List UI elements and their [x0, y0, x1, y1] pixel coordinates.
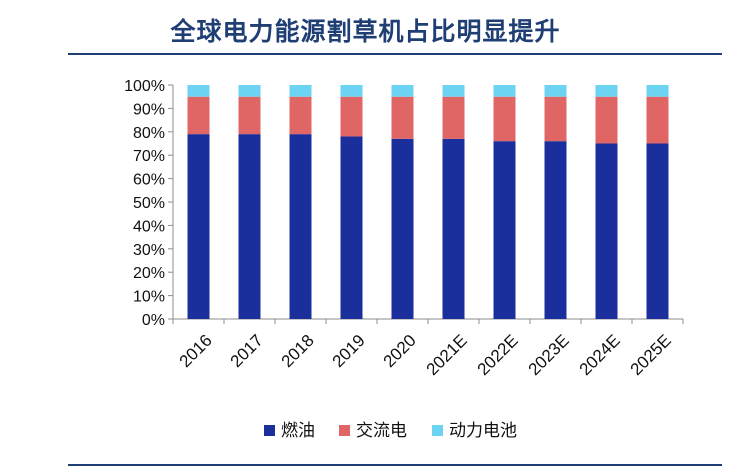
- bar-segment: [289, 134, 312, 319]
- title-divider: [68, 53, 722, 55]
- bar-segment: [391, 138, 414, 319]
- y-tick-label: 40%: [133, 218, 165, 235]
- bar-segment: [595, 96, 618, 144]
- bar-segment: [238, 96, 261, 135]
- bar-segment: [340, 85, 363, 97]
- bar-segment: [442, 85, 465, 97]
- bar-segment: [544, 96, 567, 142]
- x-tick-label: 2023E: [525, 331, 573, 379]
- x-tick-label: 2020: [380, 331, 420, 371]
- legend: 燃油 交流电 动力电池: [264, 421, 517, 441]
- bar-segment: [340, 136, 363, 319]
- bar-segment: [187, 134, 210, 319]
- bar-segment: [646, 96, 669, 144]
- bar-segment: [289, 85, 312, 97]
- x-tick-label: 2022E: [474, 331, 522, 379]
- y-tick-label: 10%: [133, 289, 165, 306]
- bar-segment: [391, 85, 414, 97]
- y-tick-label: 90%: [133, 101, 165, 118]
- bar-segment: [646, 85, 669, 97]
- x-tick-label: 2016: [176, 331, 216, 371]
- bar-segment: [238, 134, 261, 319]
- x-tick-label: 2019: [329, 331, 369, 371]
- x-tick-label: 2025E: [627, 331, 675, 379]
- bar-segment: [493, 96, 516, 142]
- y-tick-label: 70%: [133, 148, 165, 165]
- bar-segment: [493, 85, 516, 97]
- bar-segment: [238, 85, 261, 97]
- legend-swatch: [264, 425, 275, 436]
- bar-segment: [646, 143, 669, 319]
- y-tick-label: 60%: [133, 172, 165, 189]
- y-tick-label: 20%: [133, 265, 165, 282]
- x-tick-label: 2024E: [576, 331, 624, 379]
- y-tick-label: 50%: [133, 195, 165, 212]
- bar-segment: [391, 96, 414, 139]
- legend-swatch: [339, 425, 350, 436]
- bar-segment: [187, 96, 210, 135]
- chart-title: 全球电力能源割草机占比明显提升: [170, 17, 561, 46]
- bar-segment: [544, 141, 567, 319]
- legend-swatch: [432, 425, 443, 436]
- y-tick-label: 100%: [124, 78, 165, 95]
- bar-segment: [595, 85, 618, 97]
- x-tick-label: 2017: [227, 331, 267, 371]
- y-tick-label: 0%: [142, 312, 165, 329]
- y-tick-label: 80%: [133, 125, 165, 142]
- bar-segment: [442, 96, 465, 139]
- bar-segment: [289, 96, 312, 135]
- legend-label: 动力电池: [449, 421, 517, 441]
- y-tick-label: 30%: [133, 242, 165, 259]
- bar-segment: [187, 85, 210, 97]
- bar-segment: [595, 143, 618, 319]
- legend-label: 交流电: [356, 421, 407, 441]
- bar-segment: [544, 85, 567, 97]
- bottom-divider: [68, 464, 722, 466]
- bar-segment: [340, 96, 363, 137]
- bar-segment: [493, 141, 516, 319]
- legend-label: 燃油: [281, 421, 315, 441]
- x-tick-label: 2018: [278, 331, 318, 371]
- x-tick-label: 2021E: [423, 331, 471, 379]
- plot-area: 0% 10% 20% 30% 40% 50% 60% 70% 80% 90% 100% 2016 201…: [124, 78, 684, 379]
- bar-segment: [442, 138, 465, 319]
